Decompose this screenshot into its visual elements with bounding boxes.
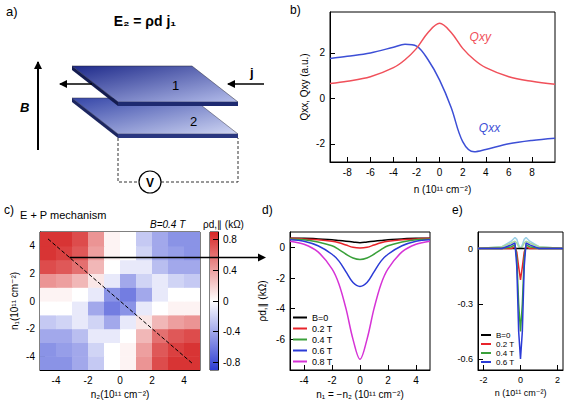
svg-text:-4: -4 (300, 375, 309, 386)
svg-text:B=0.4 T: B=0.4 T (150, 219, 186, 230)
svg-text:ρd,∥ (kΩ): ρd,∥ (kΩ) (257, 281, 269, 322)
svg-text:0: 0 (518, 375, 523, 385)
svg-text:-4: -4 (26, 351, 35, 362)
svg-text:-6: -6 (366, 167, 375, 178)
svg-text:0: 0 (29, 296, 35, 307)
svg-text:Qxx, Qxy (a.u.): Qxx, Qxy (a.u.) (299, 53, 310, 120)
svg-text:2: 2 (460, 167, 466, 178)
svg-text:0.8: 0.8 (223, 234, 237, 245)
svg-text:1: 1 (172, 78, 179, 93)
svg-text:2: 2 (319, 47, 325, 58)
svg-text:0.4 T: 0.4 T (312, 335, 333, 345)
svg-text:0.4 T: 0.4 T (496, 349, 514, 358)
svg-text:4: 4 (181, 375, 187, 386)
svg-text:0: 0 (279, 242, 285, 253)
svg-text:-4: -4 (52, 375, 61, 386)
svg-text:2: 2 (149, 375, 155, 386)
svg-text:4: 4 (483, 167, 489, 178)
svg-text:0.2 T: 0.2 T (312, 324, 333, 334)
svg-text:-0.4: -0.4 (223, 326, 241, 337)
svg-text:0: 0 (357, 375, 363, 386)
svg-text:-2: -2 (26, 323, 35, 334)
svg-text:-4: -4 (276, 303, 285, 314)
svg-text:6: 6 (506, 167, 512, 178)
svg-text:n₁(10¹¹ cm⁻²): n₁(10¹¹ cm⁻²) (9, 272, 20, 330)
svg-text:-2: -2 (328, 375, 337, 386)
svg-text:8: 8 (529, 167, 535, 178)
svg-text:E₂ = ρd j₁: E₂ = ρd j₁ (114, 13, 177, 29)
svg-text:-4: -4 (389, 167, 398, 178)
svg-text:-2: -2 (316, 138, 325, 149)
svg-text:4: 4 (413, 375, 419, 386)
svg-text:B: B (20, 100, 29, 115)
svg-text:n (10¹¹ cm⁻²): n (10¹¹ cm⁻²) (414, 184, 472, 195)
svg-text:b): b) (290, 3, 301, 17)
svg-text:Qxx: Qxx (479, 121, 501, 135)
svg-text:c): c) (4, 203, 14, 217)
svg-text:0: 0 (437, 167, 443, 178)
svg-text:n₁ = −n₂ (10¹¹ cm⁻²): n₁ = −n₂ (10¹¹ cm⁻²) (316, 389, 404, 400)
svg-text:0: 0 (223, 296, 229, 307)
svg-text:-2: -2 (480, 375, 488, 385)
svg-text:e): e) (452, 203, 463, 217)
svg-text:E + P mechanism: E + P mechanism (20, 209, 106, 221)
svg-text:d): d) (262, 203, 273, 217)
svg-text:2: 2 (190, 114, 197, 129)
svg-text:0.8 T: 0.8 T (312, 357, 333, 367)
svg-text:Qxy: Qxy (470, 30, 492, 44)
svg-text:j: j (249, 65, 254, 80)
svg-text:2: 2 (29, 268, 35, 279)
svg-text:a): a) (6, 4, 18, 19)
svg-text:-0.3: -0.3 (457, 299, 473, 309)
svg-text:0.6 T: 0.6 T (496, 358, 514, 367)
svg-text:-2: -2 (412, 167, 421, 178)
svg-text:-0.8: -0.8 (223, 357, 241, 368)
svg-text:0.2 T: 0.2 T (496, 340, 514, 349)
svg-text:4: 4 (29, 240, 35, 251)
svg-text:0.6 T: 0.6 T (312, 346, 333, 356)
svg-text:2: 2 (555, 375, 560, 385)
svg-text:ρd,∥ (kΩ): ρd,∥ (kΩ) (203, 219, 244, 231)
svg-text:-0.6: -0.6 (457, 354, 473, 364)
svg-text:0: 0 (117, 375, 123, 386)
svg-text:-2: -2 (276, 273, 285, 284)
svg-text:-2: -2 (84, 375, 93, 386)
svg-text:2: 2 (385, 375, 391, 386)
svg-text:0.4: 0.4 (223, 265, 237, 276)
svg-text:n₂(10¹¹ cm⁻²): n₂(10¹¹ cm⁻²) (91, 389, 150, 400)
svg-text:-8: -8 (343, 167, 352, 178)
svg-text:0: 0 (468, 244, 473, 254)
svg-text:V: V (146, 176, 154, 190)
svg-text:-6: -6 (276, 334, 285, 345)
svg-text:B=0: B=0 (496, 331, 511, 340)
svg-text:0: 0 (319, 93, 325, 104)
svg-text:B=0: B=0 (312, 313, 328, 323)
svg-text:n (10¹¹ cm⁻²): n (10¹¹ cm⁻²) (495, 388, 547, 398)
